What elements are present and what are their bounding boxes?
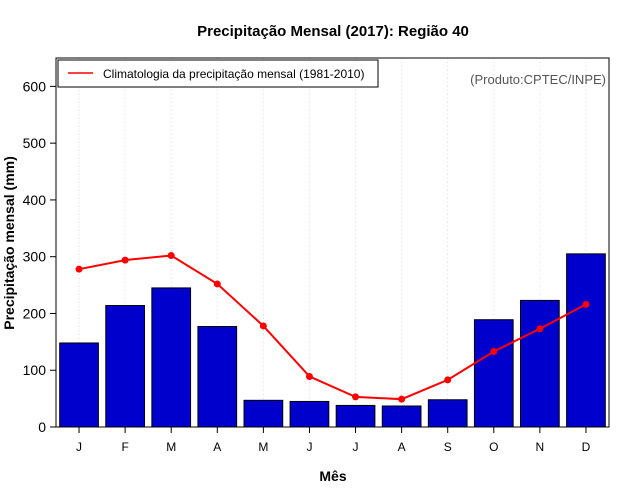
climatology-point-10 xyxy=(490,347,498,355)
x-tick-label: D xyxy=(582,440,591,454)
x-tick-label: F xyxy=(121,440,128,454)
y-tick-label: 0 xyxy=(38,419,46,435)
y-tick-label: 400 xyxy=(23,192,47,208)
climatology-point-1 xyxy=(75,265,83,273)
y-tick-label: 100 xyxy=(23,362,47,378)
climatology-point-7 xyxy=(352,393,360,401)
plot-frame xyxy=(55,57,610,428)
x-tick-label: J xyxy=(306,440,312,454)
x-tick-label: N xyxy=(536,440,545,454)
bar-6 xyxy=(289,400,330,428)
bar-11 xyxy=(520,299,560,428)
x-tick-label: A xyxy=(213,440,221,454)
y-axis-label: Precipitação mensal (mm) xyxy=(1,156,17,330)
x-tick-label: J xyxy=(353,440,359,454)
bar-10 xyxy=(473,319,514,428)
legend: Climatologia da precipitação mensal (198… xyxy=(57,59,379,88)
x-tick-label: S xyxy=(444,440,452,454)
climatology-line xyxy=(78,254,587,401)
bar-9 xyxy=(427,399,468,428)
x-axis-label: Mês xyxy=(319,468,346,484)
x-tick-label: M xyxy=(166,440,176,454)
bar-series xyxy=(59,253,606,428)
climatology-point-6 xyxy=(305,372,313,380)
bar-4 xyxy=(197,326,238,428)
climatology-point-4 xyxy=(213,280,221,288)
grid-lines xyxy=(78,58,587,427)
legend-box xyxy=(57,59,379,88)
bar-5 xyxy=(243,399,284,428)
y-tick-label: 200 xyxy=(23,305,47,321)
climatology-point-8 xyxy=(398,395,406,403)
y-axis: 0 100 200 300 400 500 600 xyxy=(23,78,56,435)
climatology-point-3 xyxy=(167,252,175,260)
bar-7 xyxy=(335,404,376,428)
x-tick-label: A xyxy=(398,440,406,454)
x-tick-label: O xyxy=(489,440,498,454)
y-tick-label: 600 xyxy=(23,78,47,94)
climatology-point-2 xyxy=(121,256,129,264)
bar-8 xyxy=(381,405,422,428)
climatology-point-12 xyxy=(582,300,590,308)
climatology-line-series xyxy=(75,252,590,403)
climatology-point-9 xyxy=(444,376,452,384)
legend-label: Climatologia da precipitação mensal (198… xyxy=(103,67,364,81)
bar-2 xyxy=(105,305,145,428)
climatology-point-11 xyxy=(536,325,544,333)
bar-12 xyxy=(566,253,606,428)
bar-3 xyxy=(151,287,192,428)
x-tick-label: J xyxy=(76,440,82,454)
x-tick-label: M xyxy=(258,440,268,454)
y-tick-label: 500 xyxy=(23,135,47,151)
source-annotation: (Produto:CPTEC/INPE) xyxy=(470,72,606,87)
bar-1 xyxy=(59,342,99,428)
y-tick-label: 300 xyxy=(23,249,47,265)
chart-title: Precipitação Mensal (2017): Região 40 xyxy=(197,23,469,40)
climatology-point-5 xyxy=(259,322,267,330)
